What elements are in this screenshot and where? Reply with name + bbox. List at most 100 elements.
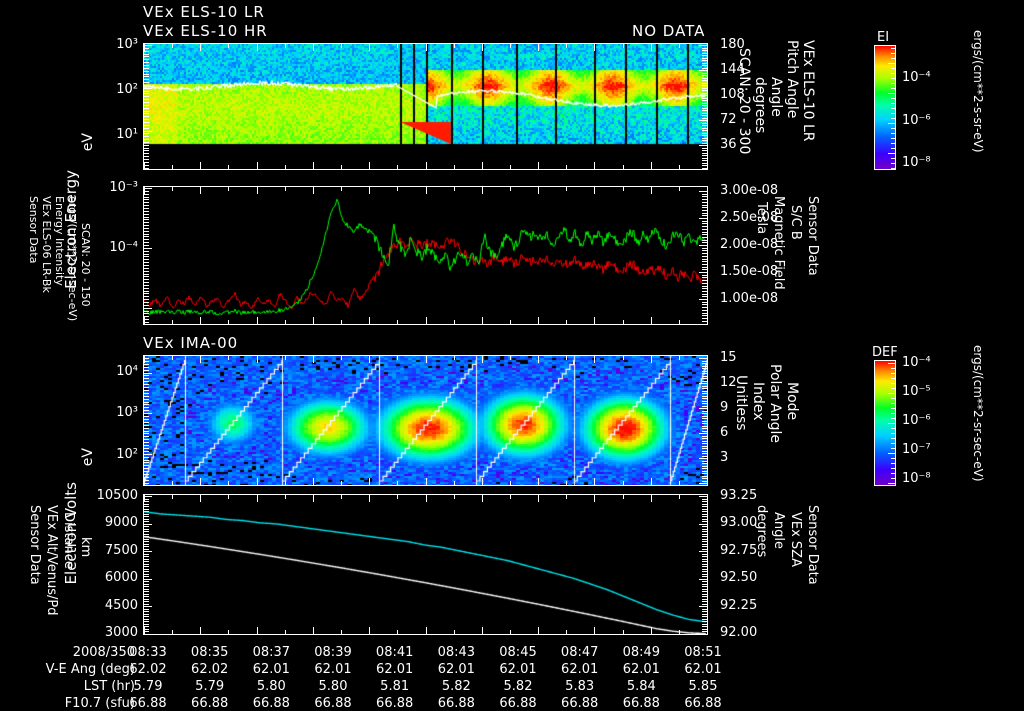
panel1-left-tickmark <box>144 62 149 63</box>
panel1-title-lr: VEx ELS-10 LR <box>143 3 265 21</box>
panel1-right-tickmark <box>702 153 707 154</box>
panel4-right-tick-0: 93.25 <box>720 488 758 503</box>
panel1-left-tickmark <box>144 145 149 146</box>
panel4-right-tickmark <box>702 501 707 502</box>
panel3-right-label-0: Mode <box>784 382 800 421</box>
panel3-colorbar-tickmark <box>891 433 896 434</box>
panel1-right-tickmark <box>702 50 707 51</box>
panel1-colorbar-tickmark <box>891 128 896 129</box>
panel3-right-tickmark <box>702 446 707 447</box>
panel2-top-tickmark <box>313 187 314 194</box>
panel4-left-tickmark <box>144 519 149 520</box>
panel3-right-tickmark <box>702 441 707 442</box>
panel4-left-tickmark <box>144 609 149 610</box>
panel4-right-tickmark <box>702 559 707 560</box>
panel3-left-tickmark <box>144 393 149 394</box>
panel2-left-tickmark <box>144 274 149 275</box>
panel1-left-tickmark <box>144 48 149 49</box>
panel2-left-label-2: Energy Intensity <box>53 196 66 286</box>
panel2-top-tickmark <box>538 187 539 194</box>
panel2-right-tick-3: 1.50e-08 <box>720 264 779 279</box>
panel2-left-tickmark <box>144 236 149 237</box>
panel1-right-tickmark <box>702 48 707 49</box>
panel4-right-label-0: Sensor Data <box>805 505 820 585</box>
panel1-right-tickmark <box>702 168 707 169</box>
panel2-left-tickmark <box>144 202 149 203</box>
panel3-left-tickmark <box>144 465 149 466</box>
panel3-right-tickmark <box>702 421 707 422</box>
panel3-right-tickmark <box>702 461 707 462</box>
panel3-right-tickmark <box>702 448 707 449</box>
panel3-right-tickmark <box>702 478 707 479</box>
panel2-right-tickmark <box>702 194 707 195</box>
panel1-right-tickmark <box>702 133 707 134</box>
panel2-top-tickmark <box>228 187 229 191</box>
footer-row-label-2: LST (hr) <box>83 679 135 694</box>
panel2-left-tick-1: 10⁻⁴ <box>109 240 138 255</box>
panel1-left-tickmark <box>144 111 149 112</box>
panel1-right-tickmark <box>702 93 707 94</box>
panel3-left-tickmark <box>144 390 149 391</box>
panel2-right-tickmark <box>702 256 707 257</box>
panel1-right-tickmark <box>702 108 707 109</box>
panel2-left-tickmark <box>144 228 149 229</box>
panel4-right-tickmark <box>702 536 707 537</box>
panel2-right-tickmark <box>702 283 707 284</box>
panel2-right-tickmark <box>702 226 707 227</box>
panel4-top-tickmark <box>510 495 511 499</box>
panel4-right-tickmark <box>699 524 707 525</box>
panel2-left-tickmark <box>144 222 149 223</box>
panel1-right-tickmark <box>702 165 707 166</box>
panel4-left-tickmark <box>144 549 149 550</box>
panel4-top-tickmark <box>623 495 624 499</box>
panel2-left-tickmark <box>144 279 149 280</box>
panel3-top-tickmark <box>285 356 286 360</box>
panel2-top-tickmark <box>257 187 258 194</box>
panel2-top-tickmark <box>510 187 511 191</box>
panel3-top-tickmark <box>594 356 595 363</box>
panel2-bottom-tickmark <box>651 317 652 324</box>
panel2-bottom-tickmark <box>482 317 483 324</box>
panel3-colorbar-unit: ergs/(cm**2-sr-sec-eV) <box>971 345 985 482</box>
panel1-right-tickmark <box>702 158 707 159</box>
panel4-left-label-3: km <box>78 537 93 558</box>
panel1-colorbar-tickmark <box>891 168 896 169</box>
panel4-right-tickmark <box>702 566 707 567</box>
panel2-right-tickmark <box>702 310 707 311</box>
panel2-right-tickmark <box>699 218 707 219</box>
panel3-right-tickmark <box>702 481 707 482</box>
panel1-right-tick-0: 180 <box>720 37 745 52</box>
panel4-left-tickmark <box>144 521 149 522</box>
panel2-right-tickmark <box>702 264 707 265</box>
panel3-right-tickmark <box>702 431 707 432</box>
panel1-colorbar-tickmark <box>891 118 896 119</box>
panel2-left-label-3: ergs/(cm**2-sr-sec-eV) <box>66 196 79 322</box>
panel2-left-tickmark <box>144 234 149 235</box>
footer-cell-r0-c5: 08:43 <box>437 645 476 660</box>
panel4-bottom-tickmark <box>313 627 314 634</box>
panel4-right-tickmark <box>702 541 707 542</box>
panel3-colorbar-tickmark <box>891 408 896 409</box>
panel3-left-tickmark <box>144 367 149 368</box>
panel2-right-tickmark <box>702 240 707 241</box>
panel2-top-tickmark <box>172 187 173 191</box>
footer-cell-r3-c7: 66.88 <box>561 696 599 711</box>
panel4-top-tickmark <box>679 495 680 499</box>
panel4-left-tickmark <box>144 624 149 625</box>
panel4-top-tickmark <box>144 495 145 502</box>
panel2-right-tickmark <box>699 191 707 192</box>
panel1-left-tickmark <box>144 150 149 151</box>
panel1-top-tickmark <box>679 44 680 48</box>
panel3-right-tick-4: 3 <box>720 450 729 465</box>
panel1-left-tickmark <box>144 51 149 52</box>
panel3-colorbar-tickmark <box>891 383 896 384</box>
panel2-top-tickmark <box>369 187 370 194</box>
panel2-right-tickmark <box>699 272 707 273</box>
panel2-top-tickmark <box>623 187 624 191</box>
panel4-right-tickmark <box>702 616 707 617</box>
panel4-bottom-tickmark <box>594 627 595 634</box>
panel4-bottom-tickmark <box>566 630 567 634</box>
panel1-right-tickmark <box>699 45 707 46</box>
panel1-bottom-tickmark <box>707 162 708 169</box>
panel2-top-tickmark <box>594 187 595 194</box>
